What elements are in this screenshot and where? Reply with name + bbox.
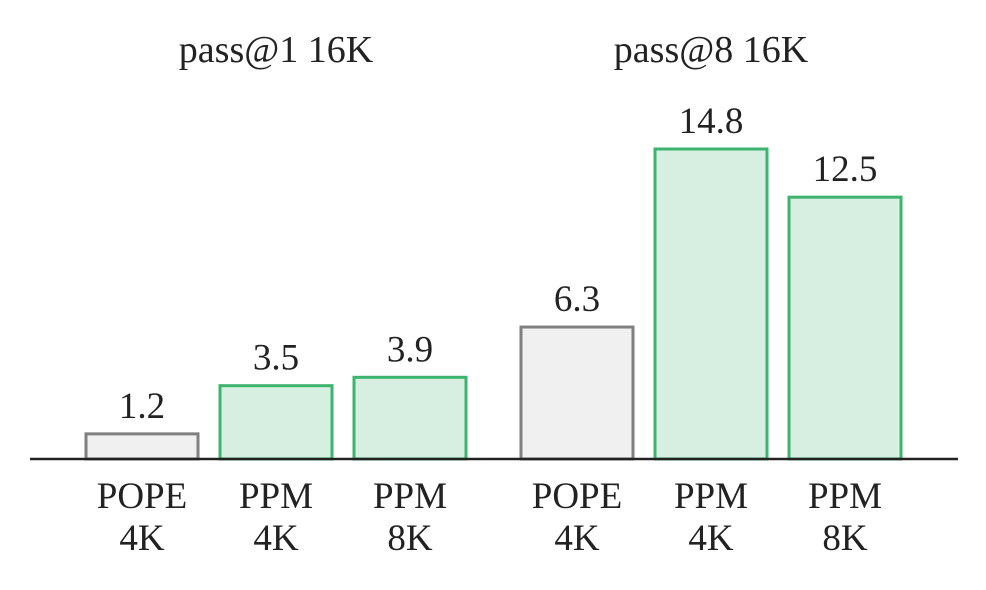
bar-pope-4k-group1 <box>84 432 200 461</box>
bar-pope-4k-group2 <box>519 325 635 461</box>
value-label: 12.5 <box>813 149 878 190</box>
tick-label-line2: 4K <box>554 518 600 559</box>
tick-label-line2: 4K <box>119 518 165 559</box>
group-title-1: pass@1 16K <box>179 29 374 71</box>
tick-label-line2: 8K <box>387 518 433 559</box>
value-label: 1.2 <box>119 386 165 427</box>
tick-label-line2: 4K <box>688 518 734 559</box>
value-label: 6.3 <box>554 279 600 320</box>
value-label: 14.8 <box>679 101 744 142</box>
tick-label-line1: POPE <box>97 476 187 517</box>
tick-label-line1: PPM <box>239 476 313 517</box>
tick-label-line1: POPE <box>532 476 622 517</box>
tick-label-line1: PPM <box>808 476 882 517</box>
bar-ppm-8k-group2 <box>787 195 903 461</box>
bar-ppm-4k-group2 <box>653 147 769 461</box>
bar-ppm-4k-group1 <box>218 384 334 461</box>
tick-label-line2: 4K <box>253 518 299 559</box>
group-title-2: pass@8 16K <box>614 29 809 71</box>
tick-label-line2: 8K <box>822 518 868 559</box>
value-label: 3.9 <box>387 329 433 370</box>
bar-ppm-8k-group1 <box>352 375 468 461</box>
tick-label-line1: PPM <box>373 476 447 517</box>
tick-label-line1: PPM <box>674 476 748 517</box>
value-label: 3.5 <box>253 338 299 379</box>
